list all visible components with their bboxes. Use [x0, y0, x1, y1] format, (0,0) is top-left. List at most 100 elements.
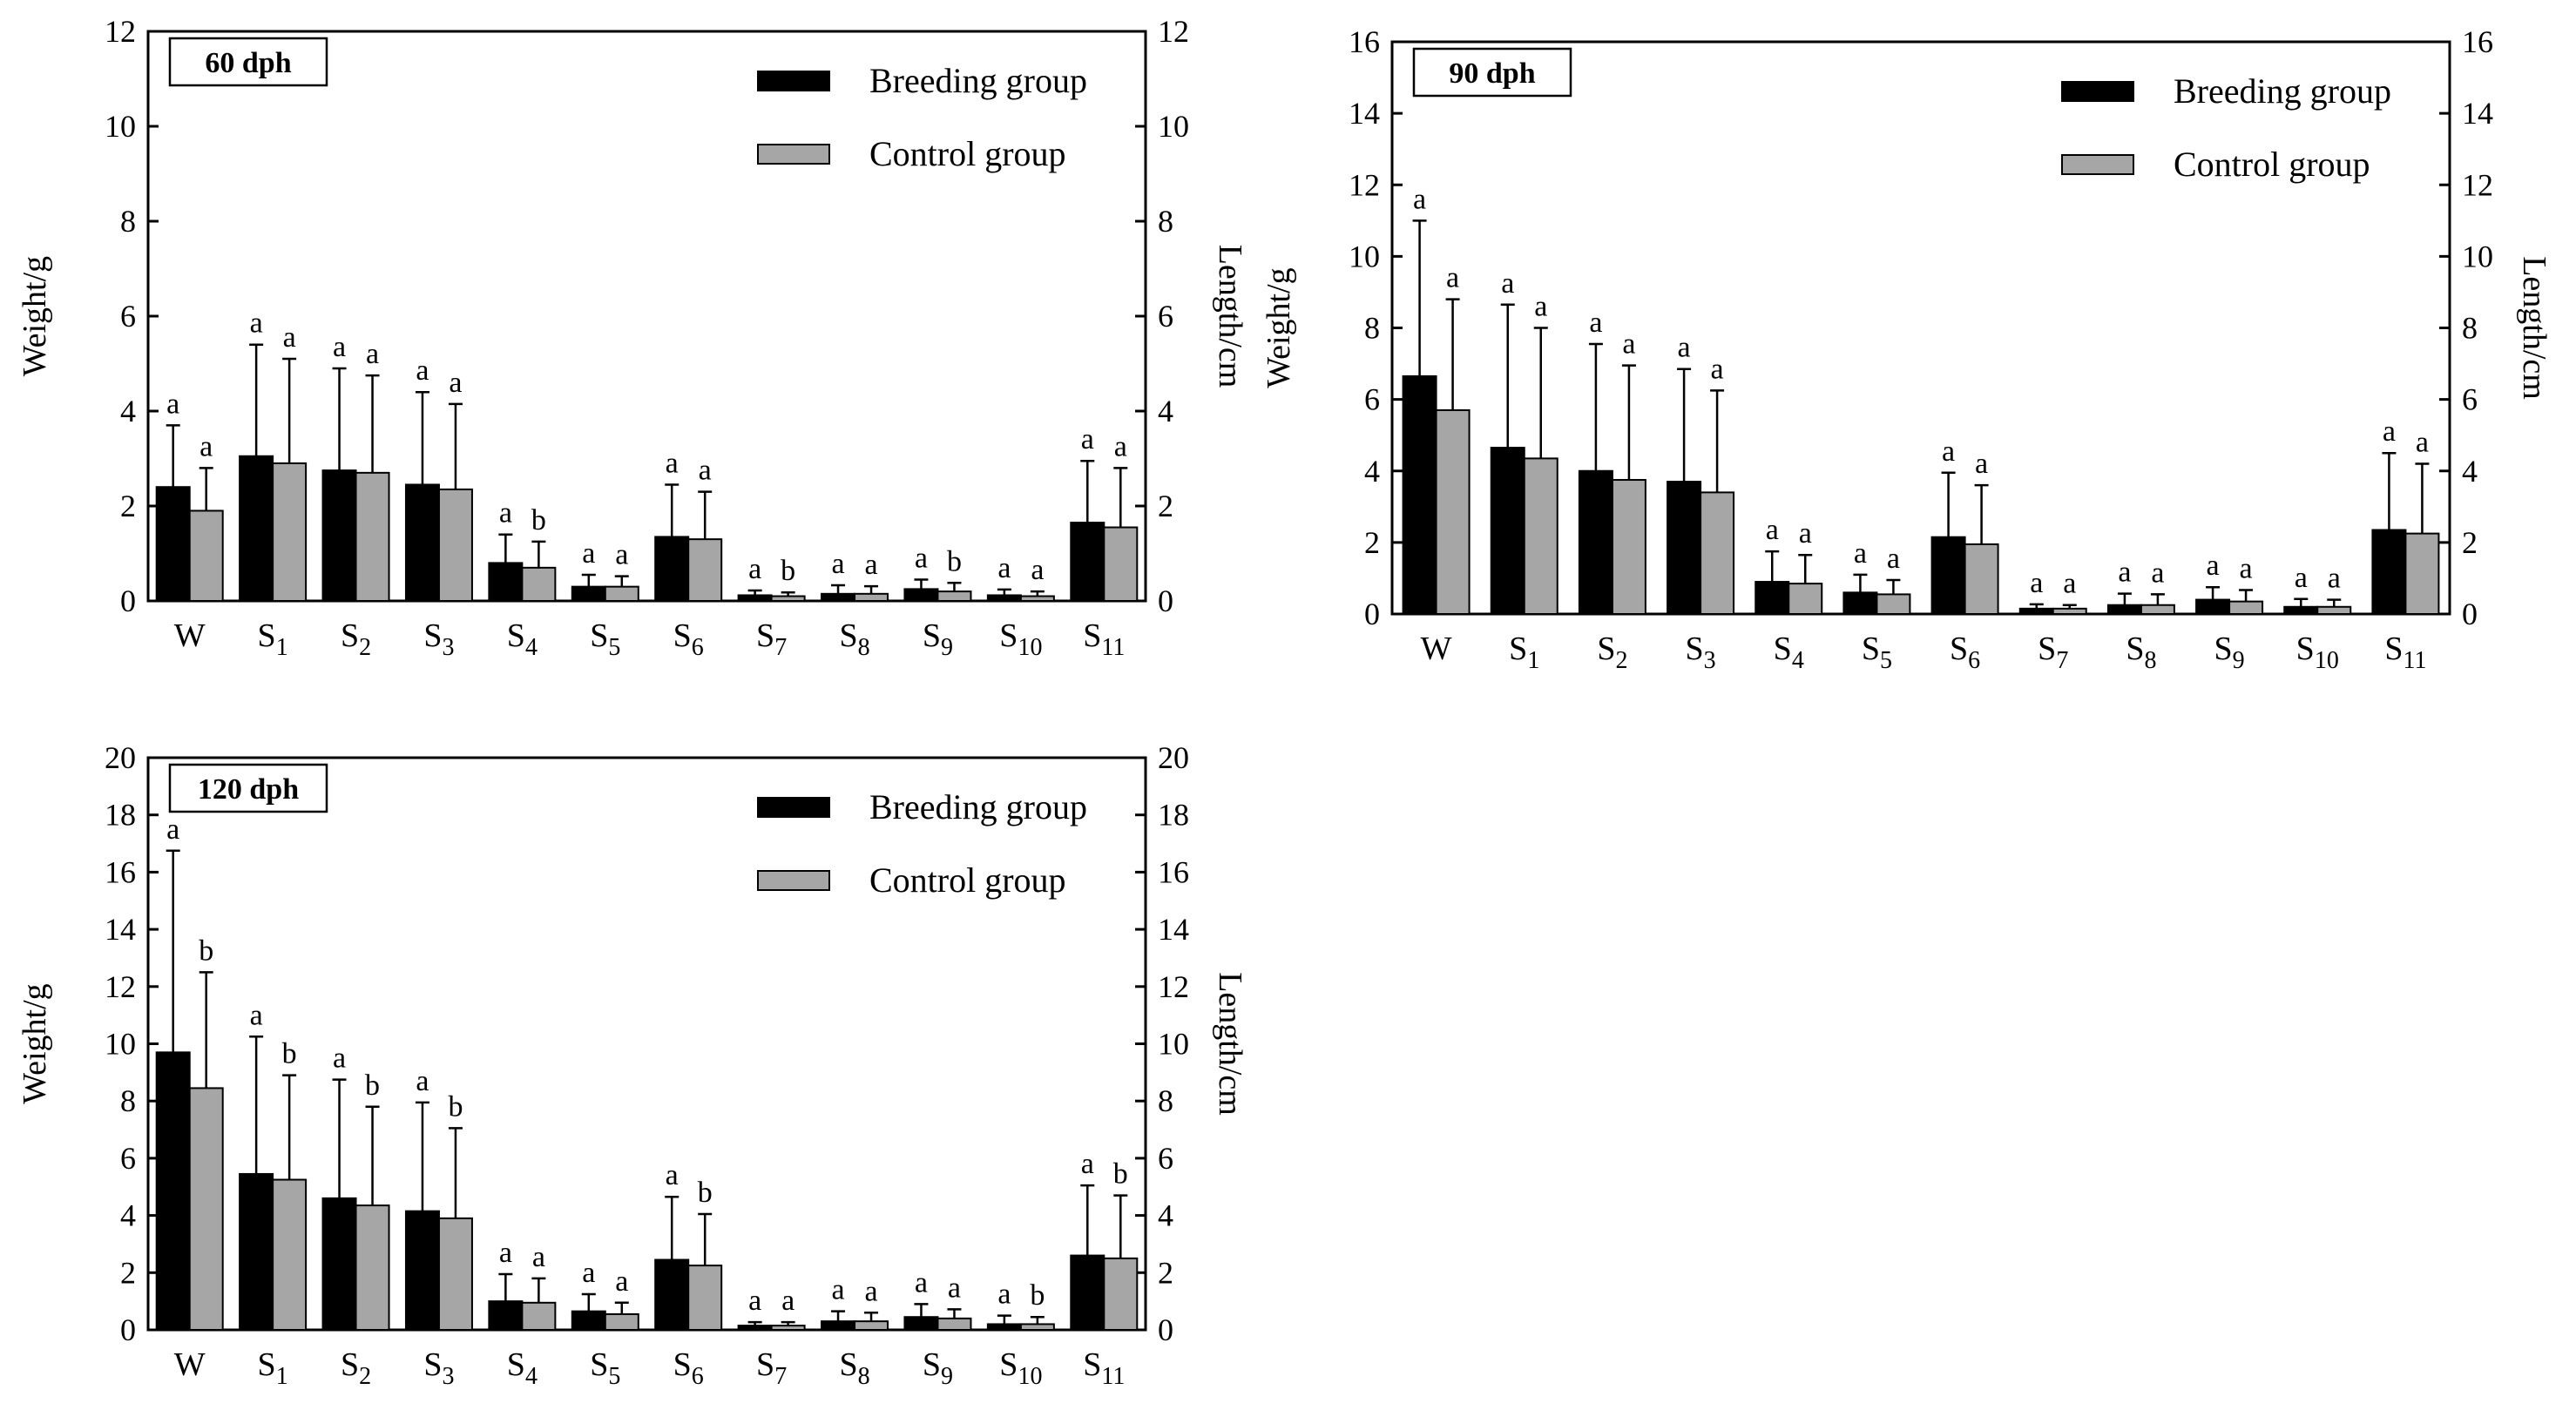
y-tick-label-left: 6: [1364, 382, 1380, 417]
significance-letter: a: [333, 1042, 346, 1075]
bar-control-S9: [936, 1317, 972, 1331]
x-tick-label-S10: S10: [2296, 631, 2339, 674]
y-tick-label-right: 14: [2462, 96, 2493, 131]
significance-letter: a: [864, 549, 877, 581]
significance-letter: a: [666, 1159, 679, 1191]
legend-swatch-breeding: [757, 797, 830, 818]
y-tick-label-right: 10: [1158, 109, 1189, 144]
bar-breeding-W: [1402, 374, 1437, 615]
y-tick-label-left: 8: [120, 204, 136, 239]
bar-control-S1: [272, 462, 308, 603]
significance-letter: a: [449, 367, 462, 399]
x-tick-label-S4: S4: [507, 1346, 538, 1390]
y-tick-label-left: 0: [120, 1312, 136, 1347]
significance-letter: a: [748, 1285, 761, 1317]
y-tick-label-left: 4: [120, 394, 136, 428]
bar-control-W: [188, 1087, 224, 1331]
significance-letter: b: [448, 1090, 463, 1123]
bar-breeding-S8: [821, 592, 856, 603]
bar-control-S5: [604, 1312, 639, 1331]
bar-breeding-S6: [654, 536, 690, 602]
bar-breeding-S5: [571, 1310, 606, 1331]
significance-letter: a: [1766, 514, 1779, 546]
significance-letter: a: [781, 1285, 794, 1317]
significance-letter: a: [1854, 537, 1867, 570]
significance-letter: a: [582, 1257, 595, 1289]
significance-letter: a: [2030, 567, 2043, 599]
x-tick-label-S1: S1: [1509, 631, 1539, 674]
significance-letter: b: [531, 504, 546, 536]
x-tick-label-S8: S8: [839, 617, 869, 661]
bar-breeding-S4: [1755, 581, 1790, 616]
bar-control-W: [1435, 408, 1471, 615]
y-tick-label-right: 12: [2462, 167, 2493, 202]
bar-breeding-S9: [903, 1316, 939, 1332]
significance-letter: a: [2151, 557, 2164, 589]
significance-letter: a: [1081, 1148, 1094, 1180]
x-tick-label-S7: S7: [2038, 631, 2068, 674]
significance-letter: a: [2118, 557, 2131, 589]
significance-letter: a: [997, 1278, 1011, 1311]
x-tick-label-S6: S6: [1950, 631, 1980, 674]
bar-breeding-S2: [1578, 469, 1613, 615]
bar-breeding-W: [155, 486, 191, 603]
legend-label-control: Control group: [869, 860, 1066, 900]
significance-letter: b: [282, 1038, 297, 1070]
significance-letter: a: [666, 447, 679, 479]
y-tick-label-left: 0: [120, 584, 136, 618]
y-tick-label-left: 4: [1364, 454, 1380, 489]
legend-swatch-control: [757, 870, 830, 891]
significance-letter: a: [250, 999, 263, 1031]
bar-control-S1: [272, 1178, 308, 1331]
bar-control-W: [188, 509, 224, 603]
legend-label-breeding: Breeding group: [869, 61, 1087, 100]
bar-breeding-S10: [2283, 605, 2319, 615]
x-tick-label-S3: S3: [1686, 631, 1716, 674]
x-tick-label-S9: S9: [2214, 631, 2245, 674]
bar-control-S3: [437, 1217, 473, 1332]
panel-label-box: [1412, 47, 1572, 98]
chart-panel-120-dph: 0 0 2 2 4 4 6 6 8 8 10 10 12 12 14 14 16 16 18 18 20 20 Weight…: [17, 740, 1248, 1390]
bar-control-S1: [1523, 457, 1558, 615]
legend-label-breeding: Breeding group: [869, 787, 1087, 826]
bar-breeding-W: [155, 1051, 191, 1331]
bar-breeding-S9: [903, 588, 939, 602]
y-tick-label-right: 10: [1158, 1027, 1189, 1062]
significance-letter: b: [365, 1069, 380, 1102]
y-tick-label-right: 6: [1158, 299, 1173, 334]
bar-control-S9: [936, 590, 972, 602]
bar-control-S6: [1964, 543, 1999, 615]
bar-control-S7: [2052, 607, 2087, 616]
y-axis-title-left: Weight/g: [1261, 267, 1297, 388]
bar-control-S8: [854, 592, 889, 603]
significance-letter: a: [1887, 543, 1900, 575]
y-tick-label-right: 8: [1158, 1083, 1173, 1118]
y-tick-label-right: 10: [2462, 239, 2493, 273]
y-tick-label-left: 4: [120, 1198, 136, 1233]
bar-breeding-S9: [2195, 598, 2231, 616]
panel-label: 60 dph: [205, 47, 291, 79]
y-tick-label-left: 16: [1349, 24, 1380, 59]
bar-breeding-S7: [2018, 607, 2054, 616]
significance-letter: a: [499, 497, 512, 530]
bar-control-S9: [2228, 600, 2264, 615]
y-tick-label-left: 8: [1364, 311, 1380, 346]
bar-control-S11: [1103, 526, 1139, 603]
legend-label-breeding: Breeding group: [2174, 71, 2391, 111]
bar-breeding-S3: [404, 1210, 440, 1331]
panel-label-box: [168, 37, 328, 87]
bar-breeding-S1: [239, 1172, 274, 1332]
x-tick-label-S2: S2: [341, 617, 371, 661]
x-tick-label-W: W: [1421, 631, 1452, 667]
y-tick-label-left: 10: [1349, 239, 1380, 273]
y-tick-label-right: 12: [1158, 969, 1189, 1004]
significance-letter: a: [166, 813, 179, 846]
significance-letter: a: [499, 1237, 512, 1269]
x-tick-label-S3: S3: [423, 617, 454, 661]
significance-letter: a: [997, 552, 1011, 584]
panel-label: 120 dph: [198, 773, 299, 806]
bar-control-S7: [770, 1325, 806, 1332]
y-tick-label-left: 16: [105, 854, 136, 889]
x-tick-label-W: W: [174, 1346, 206, 1383]
